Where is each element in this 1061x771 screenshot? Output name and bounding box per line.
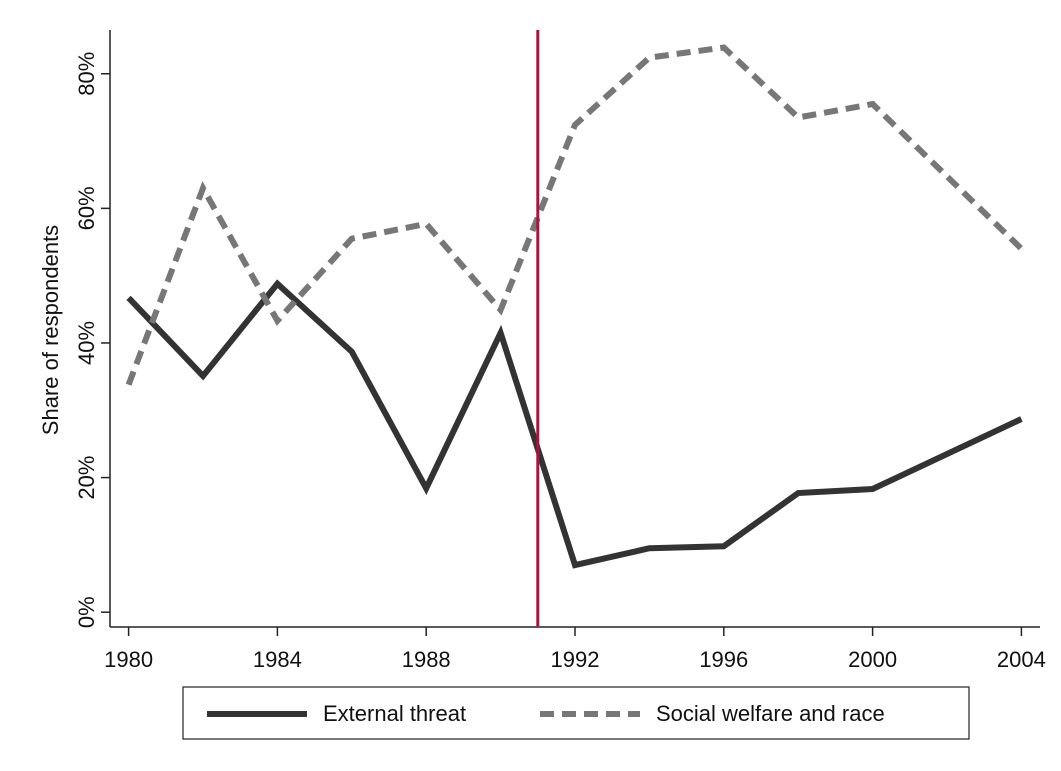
x-tick-label: 2004 (997, 647, 1046, 672)
x-tick-label: 2000 (848, 647, 897, 672)
x-tick-label: 1980 (104, 647, 153, 672)
y-tick-label: 60% (74, 186, 99, 230)
x-tick-label: 1984 (253, 647, 302, 672)
y-tick-label: 20% (74, 456, 99, 500)
y-tick-label: 0% (74, 596, 99, 628)
y-axis-label: Share of respondents (38, 225, 63, 435)
legend-label: Social welfare and race (656, 701, 885, 726)
x-tick-label: 1992 (551, 647, 600, 672)
series-line (126, 279, 1023, 569)
legend-label: External threat (323, 701, 466, 726)
y-tick-label: 80% (74, 52, 99, 96)
y-tick-label: 40% (74, 321, 99, 365)
x-tick-label: 1996 (699, 647, 748, 672)
legend (182, 686, 970, 740)
x-tick-label: 1988 (402, 647, 451, 672)
series-line (125, 44, 1024, 386)
